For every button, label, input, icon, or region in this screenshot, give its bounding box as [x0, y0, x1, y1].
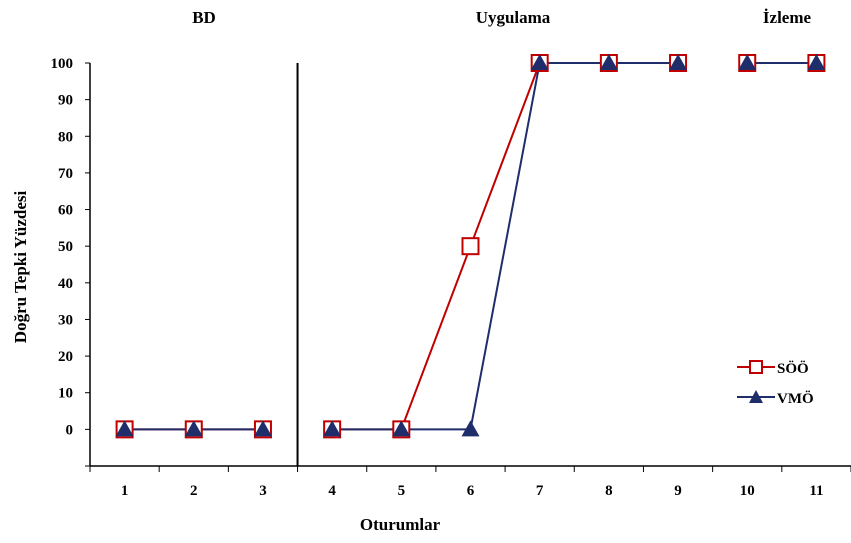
y-tick-label: 80 [58, 129, 73, 145]
legend-marker-vmo [749, 390, 763, 403]
data-point-vmo [530, 54, 549, 70]
legend-label-vmo: VMÖ [777, 390, 814, 407]
data-point-vmo [115, 420, 134, 437]
data-point-vmo [738, 54, 757, 70]
x-tick-label: 8 [605, 483, 613, 499]
phase-label-uygulama: Uygulama [476, 8, 551, 27]
y-tick-label: 50 [58, 239, 73, 255]
x-tick-label: 1 [121, 483, 129, 499]
x-tick-label: 9 [674, 483, 682, 499]
axes [89, 63, 851, 467]
data-point-vmo [184, 420, 203, 437]
x-tick-label: 11 [809, 483, 823, 499]
x-tick-label: 2 [190, 483, 198, 499]
series-line-vmo [332, 62, 679, 431]
y-tick-label: 30 [58, 312, 73, 328]
x-tick-label: 4 [328, 483, 336, 499]
data-point-vmo [599, 54, 618, 70]
data-point-vmo [253, 420, 272, 437]
y-tick-label: 20 [58, 349, 73, 365]
data-point-vmo [392, 420, 411, 437]
y-tick-label: 40 [58, 276, 73, 292]
y-axis-title: Doğru Tepki Yüzdesi [11, 191, 30, 344]
phase-label-bd: BD [192, 8, 216, 27]
y-tick-label: 100 [51, 56, 74, 72]
data-point-vmo [807, 54, 826, 70]
x-tick-label: 6 [467, 483, 475, 499]
legend: SÖÖ VMÖ [737, 360, 814, 407]
x-tick-label: 10 [740, 483, 755, 499]
y-tick-label: 0 [66, 422, 74, 438]
legend-label-soo: SÖÖ [777, 360, 809, 377]
ticks: 0 10 20 30 40 50 60 70 80 90 100 1 2 3 4 5 6 7 8 9 10 11 [51, 56, 851, 499]
x-tick-label: 5 [398, 483, 406, 499]
data-point-vmo [669, 54, 688, 70]
x-tick-label: 7 [536, 483, 544, 499]
y-tick-label: 10 [58, 386, 73, 402]
y-tick-label: 60 [58, 203, 73, 219]
y-tick-label: 70 [58, 166, 73, 182]
data-point-soo [461, 237, 480, 256]
series-layer [115, 54, 826, 439]
phase-label-izleme: İzleme [763, 8, 812, 27]
x-tick-label: 3 [259, 483, 267, 499]
data-point-vmo [323, 420, 342, 437]
y-tick-label: 90 [58, 93, 73, 109]
x-axis-title: Oturumlar [360, 515, 441, 534]
legend-marker-soo [749, 360, 763, 374]
data-point-vmo [461, 420, 480, 437]
